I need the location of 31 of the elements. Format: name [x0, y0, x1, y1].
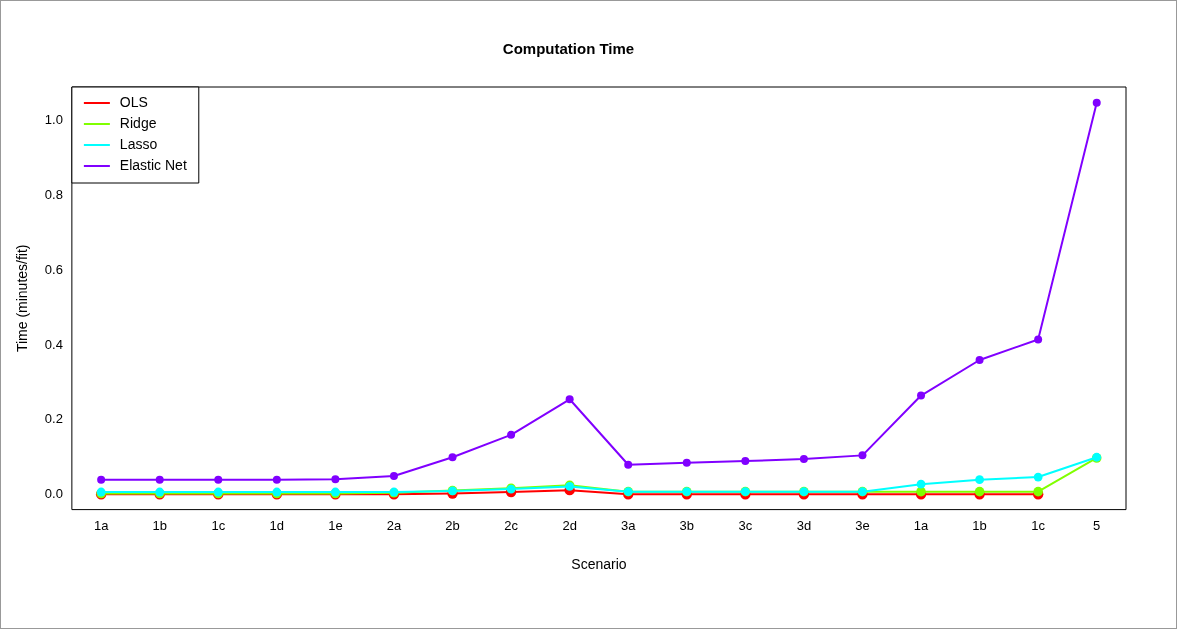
y-tick-label: 0.4 — [44, 336, 63, 352]
x-tick-label: 3b — [679, 517, 695, 533]
y-tick-label: 0.6 — [44, 261, 63, 277]
x-tick-label: 2b — [445, 517, 460, 533]
y-axis-title: Time (minutes/fit) — [14, 244, 31, 353]
legend-label: Lasso — [119, 135, 158, 152]
x-tick-label: 3d — [796, 517, 812, 533]
x-tick-label: 1a — [93, 517, 110, 533]
x-tick-label: 1b — [972, 517, 987, 533]
x-axis-title: Scenario — [571, 556, 627, 573]
x-tick-label: 1a — [913, 517, 930, 533]
x-tick-label: 1e — [328, 517, 343, 533]
x-tick-label: 5 — [1093, 517, 1101, 533]
x-tick-label: 3a — [620, 517, 637, 533]
x-tick-label: 2d — [562, 517, 577, 533]
y-tick-label: 0.0 — [44, 486, 63, 502]
x-tick-label: 2c — [504, 517, 519, 533]
y-tick-label: 1.0 — [44, 112, 63, 128]
legend-label: OLS — [119, 93, 148, 110]
legend-label: Elastic Net — [119, 156, 187, 173]
x-tick-label: 1b — [152, 517, 167, 533]
y-tick-label: 0.2 — [44, 411, 63, 427]
x-tick-label: 3e — [855, 517, 870, 533]
x-tick-label: 1d — [269, 517, 285, 533]
x-tick-label: 3c — [738, 517, 753, 533]
x-tick-label: 1c — [1031, 517, 1046, 533]
chart-title: Computation Time — [502, 40, 635, 58]
y-tick-label: 0.8 — [44, 187, 63, 203]
x-tick-label: 2a — [386, 517, 402, 533]
legend-label: Ridge — [119, 114, 157, 131]
x-tick-label: 1c — [211, 517, 226, 533]
